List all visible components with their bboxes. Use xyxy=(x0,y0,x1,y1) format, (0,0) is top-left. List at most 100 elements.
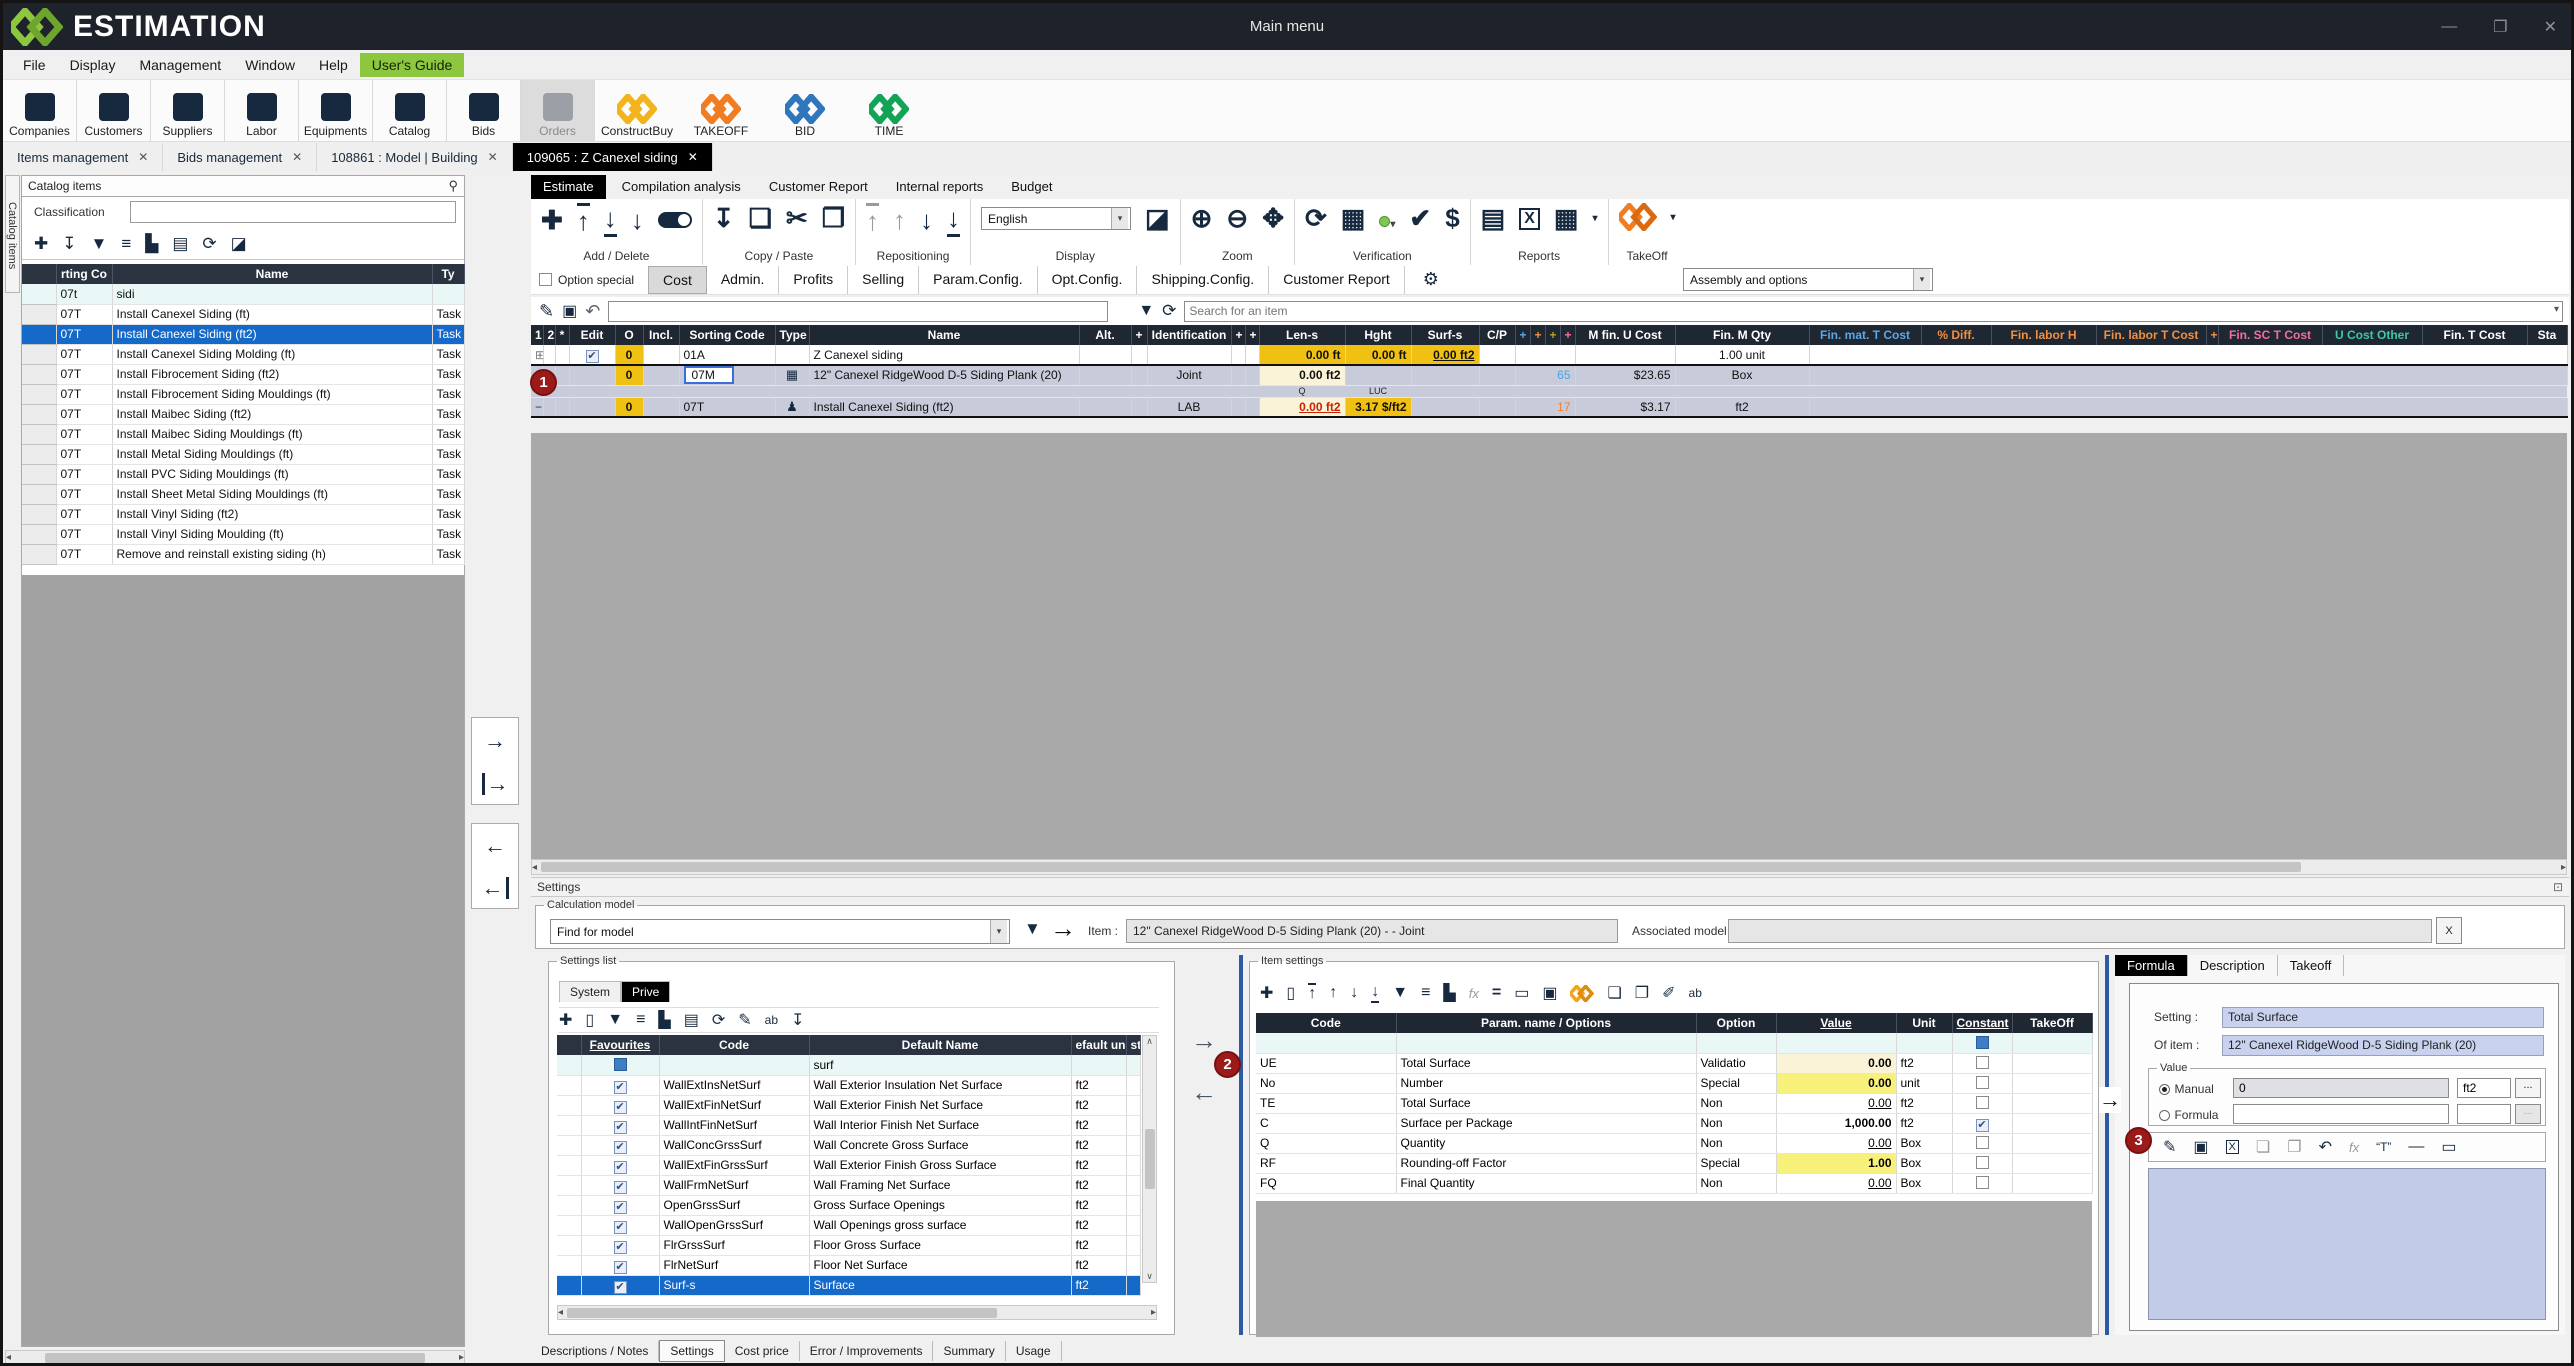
estimate-col--[interactable]: + xyxy=(2206,325,2219,345)
estimate-col-fin-sc-t-cost[interactable]: Fin. SC T Cost xyxy=(2218,325,2323,345)
settings-list-row[interactable]: ✔ WallConcGrssSurf Wall Concrete Gross Sur… xyxy=(557,1135,1141,1156)
col-name[interactable]: Name xyxy=(112,264,433,284)
doc-tab[interactable]: Bids management ✕ xyxy=(163,143,318,171)
sorting-code-editor[interactable]: 07M xyxy=(683,367,734,384)
undo-icon[interactable]: ↶ xyxy=(585,300,601,321)
subtab-profits[interactable]: Profits xyxy=(779,265,849,294)
status-dot-icon[interactable]: ▾ xyxy=(1379,203,1395,234)
add-row-icon[interactable]: ✚ xyxy=(541,204,563,235)
favourite-checkbox[interactable]: ✔ xyxy=(613,1220,627,1234)
item-settings-row[interactable]: UE Total Surface Validatio 0.00 ft2 xyxy=(1256,1053,2093,1074)
catalog-row[interactable]: 07T Install Sheet Metal Siding Mouldings … xyxy=(22,484,465,505)
is-move-top-icon[interactable]: ↑ xyxy=(1308,983,1317,1002)
sl-lines-icon[interactable]: ≡ xyxy=(636,1011,646,1028)
catalog-items-vertical-tab[interactable]: Catalog items xyxy=(5,175,20,293)
bottom-tab-settings[interactable]: Settings xyxy=(659,1340,725,1362)
favourite-checkbox[interactable]: ✔ xyxy=(613,1160,627,1174)
bottom-tab-error-improvements[interactable]: Error / Improvements xyxy=(800,1341,934,1361)
estimate-col-u-cost-other[interactable]: U Cost Other xyxy=(2322,325,2423,345)
settings-list-row[interactable]: ✔ WallExtFinGrssSurf Wall Exterior Finish … xyxy=(557,1155,1141,1176)
estimate-col-type[interactable]: Type xyxy=(775,325,810,345)
catalog-row[interactable]: 07T Install Canexel Siding (ft2) Task xyxy=(22,324,465,345)
chart-icon[interactable]: ▙ xyxy=(145,233,159,253)
add-icon[interactable]: ✚ xyxy=(34,233,49,253)
estimate-col-fin-mat-t-cost[interactable]: Fin. mat. T Cost xyxy=(1809,325,1922,345)
item-settings-row[interactable]: No Number Special 0.00 unit xyxy=(1256,1073,2093,1094)
estimate-col-o[interactable]: O xyxy=(615,325,644,345)
cell-value[interactable]: 1.00 xyxy=(1776,1153,1897,1174)
subtab-customer-report[interactable]: Customer Report xyxy=(1269,265,1405,294)
favourite-checkbox[interactable]: ✔ xyxy=(613,1240,627,1254)
find-model-dropdown[interactable]: Find for model ▾ xyxy=(550,919,1010,944)
settings-section-header[interactable]: Settings ⊡ xyxy=(531,877,2569,897)
sl-filter-icon[interactable]: ▼ xyxy=(607,1011,624,1028)
cell-value[interactable]: 0.00 xyxy=(1776,1093,1897,1114)
favourite-checkbox[interactable]: ✔ xyxy=(613,1180,627,1194)
settings-list-row[interactable]: ✔ WallExtInsNetSurf Wall Exterior Insulati… xyxy=(557,1075,1141,1096)
partial-checkbox[interactable] xyxy=(613,1057,627,1071)
estimate-col--[interactable]: + xyxy=(1545,325,1561,345)
move-left-button[interactable]: ← xyxy=(484,833,506,858)
settings-list-tab-system[interactable]: System xyxy=(559,981,622,1002)
bottom-tab-cost-price[interactable]: Cost price xyxy=(725,1341,800,1361)
estimate-col--[interactable]: + xyxy=(1530,325,1546,345)
copy-setting-right-arrow[interactable]: → xyxy=(1191,1025,1217,1055)
catalog-row[interactable]: 07T Install Canexel Siding (ft) Task xyxy=(22,304,465,325)
tab-customer-report[interactable]: Customer Report xyxy=(768,179,868,194)
move-top-icon[interactable]: ↑ xyxy=(866,203,880,237)
estimate-col-fin-t-cost[interactable]: Fin. T Cost xyxy=(2422,325,2528,345)
constant-checkbox[interactable] xyxy=(1975,1076,1989,1089)
close-tab-icon[interactable]: ✕ xyxy=(687,150,698,164)
item-settings-filter-row[interactable] xyxy=(1256,1033,2093,1054)
insert-above-icon[interactable]: ↑ xyxy=(576,203,590,237)
collapse-icon[interactable]: ⊡ xyxy=(2552,880,2563,894)
sl-refresh-icon[interactable]: ⟳ xyxy=(711,1012,726,1029)
item-settings-row[interactable]: Q Quantity Non 0.00 Box xyxy=(1256,1133,2093,1154)
clear-model-button[interactable]: X xyxy=(2436,917,2462,944)
sl-add-icon[interactable]: ✚ xyxy=(559,1012,573,1029)
catalog-row[interactable]: 07T Install Maibec Siding (ft2) Task xyxy=(22,404,465,425)
manual-radio[interactable]: Manual xyxy=(2159,1080,2214,1098)
formula-editor-area[interactable] xyxy=(2148,1168,2546,1320)
takeoff-caret-icon[interactable]: ▾ xyxy=(1670,211,1676,223)
edit-input[interactable] xyxy=(608,300,1109,322)
estimate-col-alt-[interactable]: Alt. xyxy=(1079,325,1132,345)
is-brush-icon[interactable]: ✐ xyxy=(1662,985,1676,1002)
appbar-button-catalog[interactable]: Catalog xyxy=(373,80,447,141)
estimate-row-material[interactable]: − 0 07M ▦ 12" Canexel RidgeWood D-5 Sidi… xyxy=(531,364,2568,386)
tab-budget[interactable]: Budget xyxy=(1011,179,1053,194)
estimate-col--[interactable]: + xyxy=(1245,325,1260,345)
catalog-row[interactable]: 07T Install Fibrocement Siding (ft2) Task xyxy=(22,364,465,385)
is-trash-icon[interactable]: ▯ xyxy=(1286,985,1296,1002)
tab-compilation-analysis[interactable]: Compilation analysis xyxy=(621,179,741,194)
favourite-checkbox[interactable]: ✔ xyxy=(613,1260,627,1274)
move-left-all-button[interactable]: ← xyxy=(482,877,509,899)
estimate-hscrollbar[interactable]: ◂ ▸ xyxy=(531,859,2567,875)
formula-radio[interactable]: Formula xyxy=(2159,1106,2218,1124)
report-doc-icon[interactable]: ▤ xyxy=(1480,203,1506,233)
favourite-checkbox[interactable]: ✔ xyxy=(613,1280,627,1294)
estimate-col-fin-labor-h[interactable]: Fin. labor H xyxy=(1991,325,2097,345)
estimate-col-name[interactable]: Name xyxy=(809,325,1080,345)
is-move-up-icon[interactable]: ↑ xyxy=(1329,984,1338,1001)
toggle-icon[interactable] xyxy=(657,212,692,228)
subtab-opt-config-[interactable]: Opt.Config. xyxy=(1038,265,1138,294)
filter-funnel-icon[interactable]: ▼ xyxy=(1138,302,1155,319)
formula-splitter[interactable] xyxy=(2105,955,2109,1335)
sl-trash-icon[interactable]: ▯ xyxy=(585,1012,595,1029)
formula-unit-field[interactable] xyxy=(2457,1104,2511,1124)
cell-value[interactable]: 0.00 xyxy=(1776,1073,1897,1094)
estimate-col-c-p[interactable]: C/P xyxy=(1479,325,1516,345)
check-icon[interactable]: ✔ xyxy=(1409,203,1432,233)
f-text-icon[interactable]: “T” xyxy=(2376,1140,2392,1154)
is-chart-icon[interactable]: ▙ xyxy=(1443,985,1456,1002)
col-sorting-code[interactable]: rting Co xyxy=(56,264,113,284)
constant-checkbox[interactable] xyxy=(1975,1136,1989,1149)
catalog-filter-row[interactable]: 07t sidi xyxy=(22,284,465,305)
recalc-icon[interactable]: ⟳ xyxy=(1304,203,1327,233)
appbar-button-companies[interactable]: Companies xyxy=(3,80,77,141)
settings-list-row[interactable]: ✔ FlrNetSurf Floor Net Surface ft2 xyxy=(557,1255,1141,1276)
print-report-icon[interactable]: ▦ xyxy=(1553,203,1579,233)
estimate-col-fin-labor-t-cost[interactable]: Fin. labor T Cost xyxy=(2096,325,2207,345)
dollar-icon[interactable]: $ xyxy=(1445,203,1460,233)
